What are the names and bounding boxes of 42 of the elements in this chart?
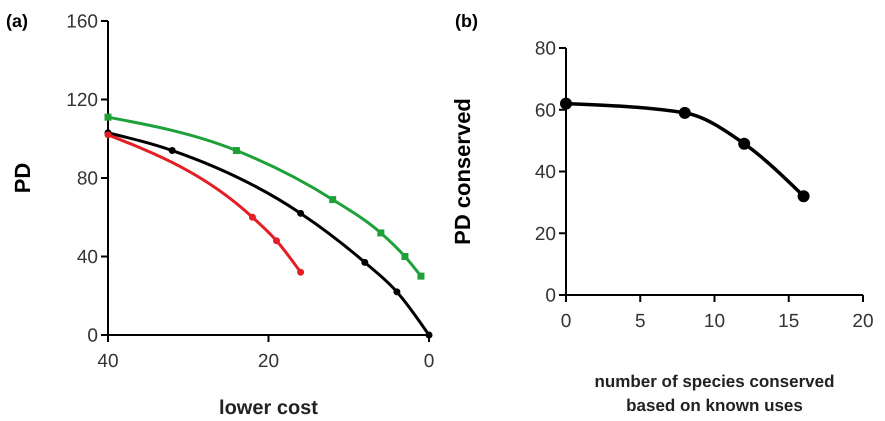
y-tick-label: 80 [534, 38, 556, 60]
y-tick-label: 40 [76, 247, 98, 268]
chart-title: (b) [455, 11, 478, 31]
point [104, 114, 112, 121]
point [560, 98, 572, 110]
chart-title: (a) [6, 11, 28, 31]
point [738, 138, 750, 150]
point [273, 237, 280, 244]
point [798, 190, 810, 202]
y-tick-label: 0 [545, 286, 556, 307]
point [377, 229, 384, 236]
x-tick-label: 40 [97, 351, 119, 372]
point [297, 268, 304, 276]
y-tick-label: 120 [66, 90, 98, 112]
x-axis-title: number of species conserved based on known uses [594, 372, 834, 415]
y-tick-label: 60 [534, 100, 556, 122]
point [329, 196, 336, 204]
y-tick-label: 80 [76, 168, 98, 190]
point [417, 272, 424, 280]
x-axis-title: lower cost [219, 397, 318, 419]
y-tick-label: 160 [66, 12, 98, 33]
x-tick-label: 0 [560, 311, 572, 332]
x-tick-label: 15 [778, 311, 800, 332]
point [401, 253, 408, 260]
point [297, 210, 304, 217]
point [678, 106, 691, 119]
x-tick-label: 20 [852, 311, 874, 332]
x-tick-label: 10 [704, 311, 726, 332]
y-axis-title: PD [10, 162, 35, 194]
point [168, 147, 176, 154]
x-tick-label: 20 [258, 351, 280, 372]
x-tick-label: 0 [424, 351, 434, 372]
point [426, 332, 432, 338]
point [232, 147, 240, 154]
point [393, 288, 400, 296]
y-tick-label: 0 [87, 326, 98, 347]
y-tick-label: 20 [534, 224, 556, 245]
y-tick-label: 40 [534, 162, 556, 184]
point [248, 214, 256, 221]
y-axis-title: PD conserved [450, 98, 475, 245]
point [361, 258, 368, 266]
x-tick-label: 5 [634, 311, 646, 332]
